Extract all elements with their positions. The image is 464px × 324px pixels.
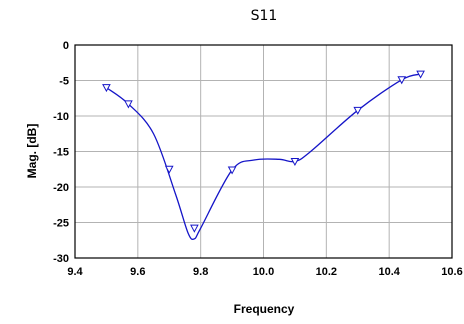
x-tick-label: 10.2	[316, 266, 337, 278]
y-tick-label: -20	[53, 182, 69, 194]
y-tick-label: -10	[53, 111, 69, 123]
y-axis-label: Mag. [dB]	[25, 124, 39, 179]
data-point-marker	[164, 165, 174, 174]
y-tick-label: -30	[53, 253, 69, 265]
y-tick-labels: 0 -5 -10 -15 -20 -25 -30	[53, 40, 69, 265]
chart-title: S11	[251, 8, 278, 24]
data-markers	[102, 70, 425, 233]
data-point-marker	[227, 166, 237, 175]
data-point-marker	[353, 106, 363, 115]
data-point-marker	[290, 157, 300, 166]
y-tick-label: -5	[59, 76, 69, 88]
y-tick-label: 0	[63, 40, 69, 52]
x-tick-label: 10.6	[441, 266, 462, 278]
data-point-marker	[124, 100, 133, 109]
grid	[75, 45, 452, 258]
x-tick-labels: 9.4 9.6 9.8 10.0 10.2 10.4 10.6	[67, 266, 462, 278]
data-point-marker	[102, 84, 111, 93]
data-point-marker	[190, 224, 199, 233]
y-tick-label: -25	[53, 218, 69, 230]
x-tick-label: 9.8	[193, 266, 208, 278]
data-point-marker	[416, 70, 425, 79]
x-axis-label: Frequency	[234, 302, 295, 316]
x-tick-label: 9.6	[130, 266, 145, 278]
data-point-marker	[397, 76, 407, 85]
y-tick-label: -15	[53, 147, 69, 159]
x-tick-label: 9.4	[67, 266, 83, 278]
x-tick-label: 10.0	[253, 266, 274, 278]
plot-frame	[74, 44, 453, 259]
x-tick-label: 10.4	[378, 266, 400, 278]
